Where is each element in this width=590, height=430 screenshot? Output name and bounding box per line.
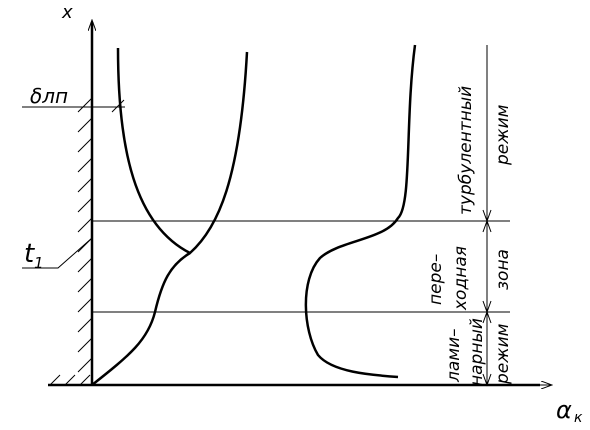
x-axis-subscript: к bbox=[574, 410, 583, 426]
delta-tick bbox=[111, 99, 125, 113]
t-label: t bbox=[24, 239, 35, 269]
zone-label: лами– bbox=[444, 328, 464, 383]
zone-label: нарный bbox=[467, 318, 487, 386]
velocity-curve bbox=[116, 47, 191, 255]
zone-label: турбулентный bbox=[456, 86, 476, 215]
zone-label: зона bbox=[493, 249, 513, 290]
zone-arrows bbox=[482, 209, 492, 387]
wall-hatching bbox=[49, 97, 93, 386]
zone-label: режим bbox=[493, 104, 513, 166]
t-leader bbox=[22, 237, 93, 269]
t-subscript: 1 bbox=[34, 254, 44, 272]
x-axis-label: α bbox=[556, 396, 572, 424]
zone-label: ходная bbox=[451, 246, 471, 311]
y-axis-label: x bbox=[61, 2, 73, 23]
delta-label: δлп bbox=[30, 84, 68, 108]
zone-label: режим bbox=[493, 323, 513, 385]
heat-transfer-curve bbox=[304, 44, 417, 379]
temperature-curve bbox=[91, 51, 249, 386]
zone-label: пере– bbox=[426, 254, 446, 305]
